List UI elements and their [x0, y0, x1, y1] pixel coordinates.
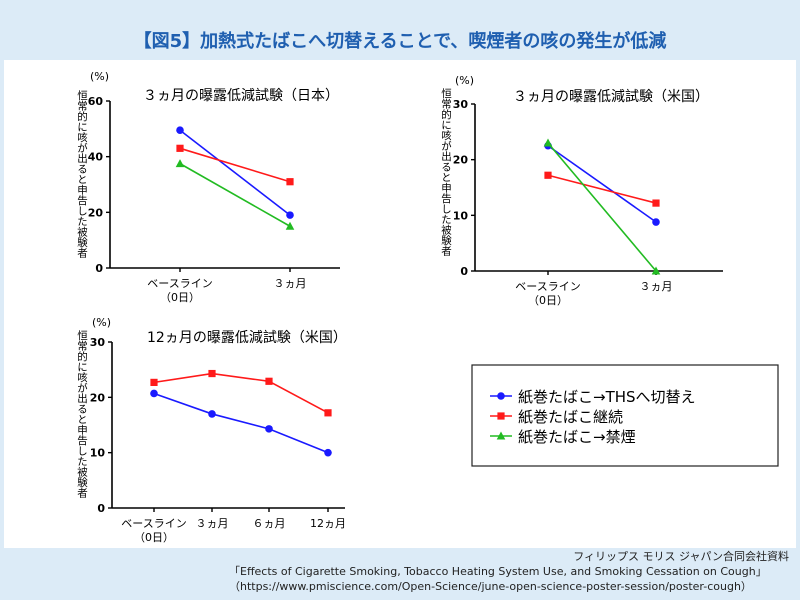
legend-marker [497, 392, 505, 400]
y-tick-label: 20 [453, 154, 469, 167]
data-point [208, 410, 216, 418]
y-tick-label: 10 [453, 209, 469, 222]
chart-panel [4, 60, 796, 548]
footer: フィリップス モリス ジャパン合同会社資料 「Effects of Cigare… [229, 549, 789, 594]
footer-source: フィリップス モリス ジャパン合同会社資料 [573, 550, 789, 563]
series-line [547, 174, 657, 204]
series-line [547, 142, 657, 272]
legend-label: 紙巻たばこ継続 [518, 408, 623, 426]
chart-title: 12ヵ月の曝露低減試験（米国） [147, 329, 347, 346]
x-tick-label: （0日） [160, 291, 200, 304]
data-point [150, 389, 158, 398]
data-point [652, 218, 660, 226]
x-tick-label: ベースライン [147, 277, 212, 290]
x-tick-label: ベースライン [121, 517, 186, 530]
data-point [324, 409, 332, 417]
data-point [265, 425, 273, 433]
legend-label: 紙巻たばこ→禁煙 [518, 428, 636, 446]
data-point [265, 377, 273, 385]
y-tick-label: 10 [90, 447, 106, 460]
legend-label: 紙巻たばこ→THSへ切替え [518, 388, 696, 406]
legend-marker [496, 431, 506, 440]
footer-url: （https://www.pmiscience.com/Open-Science… [229, 580, 752, 593]
series-line [179, 129, 291, 216]
x-tick-label: ３ヵ月 [274, 277, 307, 290]
data-point [544, 171, 552, 179]
data-point [324, 448, 332, 457]
footer-citation: 「Effects of Cigarette Smoking, Tobacco H… [229, 565, 767, 578]
x-tick-label: ６ヵ月 [253, 517, 286, 530]
chart-us-12month: 0 10 20 30 ベースライン（0日） ３ヵ月 ６ヵ月 12ヵ月 12ヵ月の曝露低減試験（米… [76, 316, 347, 544]
series-line [153, 372, 329, 414]
y-tick-label: 30 [90, 336, 106, 349]
series-line [179, 147, 291, 183]
y-tick-label: 40 [88, 151, 104, 164]
data-point [652, 199, 660, 207]
data-point [208, 369, 216, 378]
page-title: 【図5】加熱式たばこへ切替えることで、喫煙者の咳の発生が低減 [133, 31, 667, 52]
data-point [285, 221, 295, 230]
data-point [150, 378, 158, 386]
y-tick-label: 0 [97, 502, 105, 515]
y-tick-label: 20 [90, 391, 106, 404]
data-point [175, 159, 185, 168]
legend-frame [471, 364, 779, 467]
x-tick-label: ３ヵ月 [196, 517, 229, 530]
data-point [176, 144, 184, 152]
y-tick-label: 0 [460, 265, 468, 278]
y-unit-label: (%) [92, 316, 111, 329]
x-tick-label: 12ヵ月 [310, 517, 346, 530]
x-tick-label: （0日） [134, 531, 174, 544]
y-axis-label: 恒常的に咳が出ると申告した被験者 [440, 87, 452, 257]
series-line [547, 145, 657, 223]
chart-us-3month: 0 10 20 30 ベースライン（0日） ３ヵ月 ３ヵ月の曝露低減試験（米国） (%)恒常的… [440, 74, 723, 307]
series-line [153, 392, 329, 454]
data-point [286, 211, 294, 219]
series-line [179, 162, 291, 227]
data-point [286, 178, 294, 186]
legend-marker [497, 412, 505, 420]
y-axis-label: 恒常的に咳が出ると申告した被験者 [76, 89, 88, 259]
data-point [543, 138, 553, 147]
chart-title: ３ヵ月の曝露低減試験（日本） [143, 87, 339, 104]
y-unit-label: (%) [455, 74, 474, 87]
x-tick-label: （0日） [528, 294, 568, 307]
chart-japan-3month: 0 20 40 60 ベースライン（0日） ３ヵ月 ３ヵ月の曝露低減試験（日本） (%)恒常的… [76, 70, 340, 304]
y-unit-label: (%) [90, 70, 109, 83]
y-tick-label: 60 [88, 95, 104, 108]
y-tick-label: 20 [88, 206, 104, 219]
data-point [176, 126, 184, 135]
x-tick-label: ３ヵ月 [640, 280, 673, 293]
x-tick-label: ベースライン [515, 280, 580, 293]
y-tick-label: 30 [453, 98, 469, 111]
y-axis-label: 恒常的に咳が出ると申告した被験者 [76, 329, 88, 499]
chart-title: ３ヵ月の曝露低減試験（米国） [513, 88, 709, 105]
y-tick-label: 0 [95, 262, 103, 275]
data-point [651, 266, 661, 275]
